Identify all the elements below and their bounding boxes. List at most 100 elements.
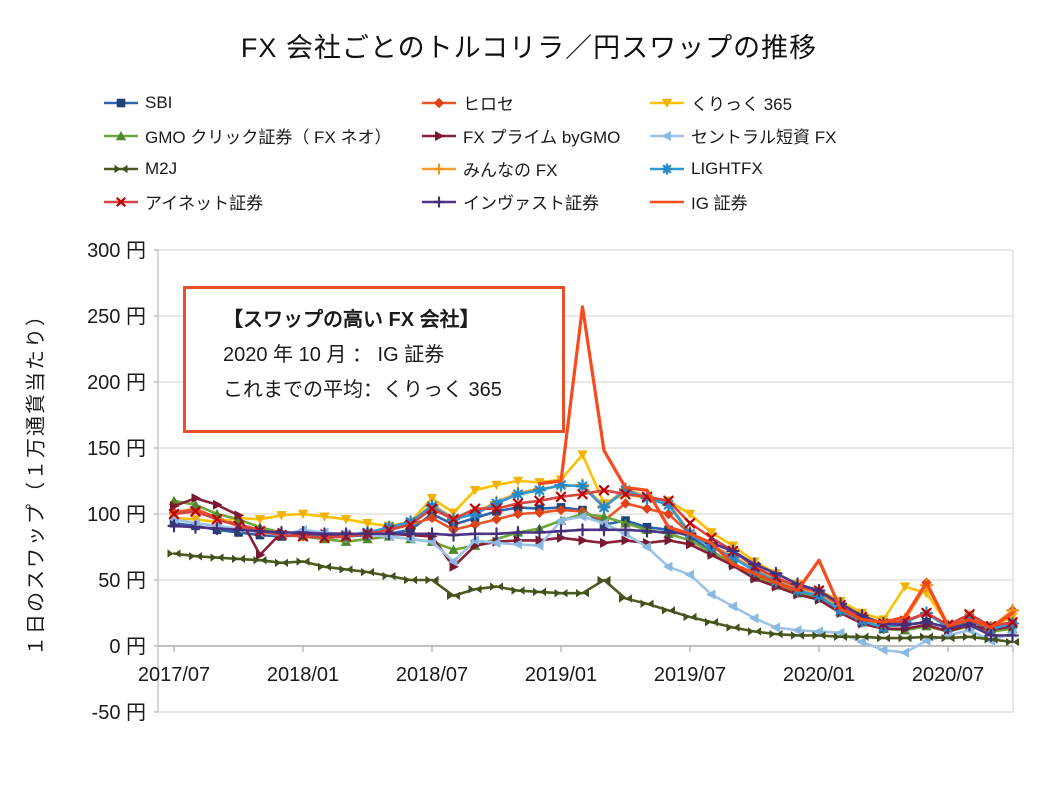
- triangle-down-marker-icon: [684, 509, 696, 519]
- y-tick-label: 300 円: [87, 240, 146, 262]
- legend-label: みんなの FX: [463, 161, 558, 180]
- x-marker-icon: [534, 495, 545, 507]
- diamond-marker-icon: [620, 498, 631, 509]
- legend-marker-x-icon: [104, 196, 138, 207]
- bowtie-marker-icon: [898, 633, 912, 643]
- bowtie-marker-icon: [275, 558, 288, 568]
- asterisk-marker-icon: [468, 507, 482, 521]
- series-sbi-line: [172, 506, 1014, 631]
- triangle-up-marker-icon: [598, 511, 610, 521]
- diamond-marker-icon: [641, 503, 653, 514]
- series-sbi: [169, 503, 1017, 634]
- series-hirose-line: [172, 502, 1014, 629]
- triangle-left-marker-icon: [856, 637, 866, 648]
- bowtie-marker-icon: [382, 571, 396, 581]
- series-invast: [167, 519, 1020, 643]
- triangle-down-marker-icon: [276, 511, 287, 521]
- x-tick-label: 2019/01: [525, 664, 597, 686]
- legend-marker-plus-icon: [422, 163, 456, 174]
- asterisk-marker-icon: [575, 479, 590, 493]
- triangle-left-marker-icon: [770, 622, 780, 633]
- legend-marker-plus-icon: [422, 196, 456, 207]
- bowtie-marker-icon: [447, 591, 460, 601]
- plus-marker-icon: [210, 521, 224, 536]
- asterisk-marker-icon: [425, 499, 439, 513]
- plus-marker-icon: [188, 520, 203, 534]
- plus-marker-icon: [1005, 628, 1020, 643]
- series-click365-line: [172, 453, 1014, 628]
- bowtie-marker-icon: [425, 575, 439, 585]
- bowtie-marker-icon: [963, 632, 976, 641]
- bowtie-marker-icon: [576, 589, 589, 598]
- annotation-line-average: これまでの平均：くりっく 365: [223, 379, 502, 401]
- plus-marker-icon: [231, 523, 246, 537]
- bowtie-marker-icon: [662, 606, 675, 615]
- legend-marker-triangle-right-icon: [422, 130, 456, 141]
- legend-item-sbi: SBI: [103, 93, 421, 113]
- x-marker-icon: [1007, 616, 1018, 628]
- plus-marker-icon: [812, 583, 826, 598]
- bowtie-marker-icon: [114, 164, 128, 173]
- triangle-right-marker-icon: [707, 549, 717, 560]
- series-minna-fx: [339, 478, 1020, 635]
- legend-marker-square-icon: [104, 98, 138, 107]
- diamond-marker-icon: [512, 508, 524, 520]
- triangle-down-marker-icon: [661, 98, 673, 108]
- plus-marker-icon: [769, 566, 783, 580]
- triangle-down-marker-icon: [340, 515, 352, 525]
- plus-marker-icon: [575, 523, 590, 537]
- bowtie-marker-icon: [941, 633, 955, 643]
- x-marker-icon: [921, 607, 932, 619]
- bowtie-marker-icon: [1006, 637, 1019, 647]
- legend-item-gmo-click: GMO クリック証券（ FX ネオ）: [103, 123, 421, 148]
- plus-marker-icon: [433, 196, 445, 207]
- bowtie-marker-icon: [167, 549, 181, 558]
- bowtie-marker-icon: [468, 585, 482, 594]
- x-marker-icon: [512, 498, 524, 509]
- plus-marker-icon: [726, 544, 740, 558]
- chart-title: FX 会社ごとのトルコリラ／円スワップの推移: [240, 33, 818, 63]
- asterisk-marker-icon: [618, 483, 633, 497]
- bowtie-marker-icon: [511, 586, 525, 595]
- x-tick-label: 2020/01: [783, 664, 855, 686]
- triangle-left-marker-icon: [727, 601, 737, 612]
- square-marker-icon: [116, 98, 126, 107]
- plus-marker-icon: [253, 524, 267, 538]
- triangle-right-marker-icon: [213, 499, 223, 510]
- bowtie-marker-icon: [404, 575, 417, 585]
- legend-label: インヴァスト証券: [463, 194, 599, 213]
- triangle-left-marker-icon: [598, 518, 608, 529]
- legend-label: IG 証券: [691, 194, 748, 213]
- triangle-down-marker-icon: [254, 515, 266, 525]
- legend-marker-triangle-down-icon: [650, 98, 684, 108]
- plus-marker-icon: [898, 618, 912, 632]
- triangle-down-marker-icon: [577, 450, 588, 460]
- asterisk-marker-icon: [661, 163, 673, 174]
- plus-marker-icon: [919, 615, 934, 629]
- asterisk-marker-icon: [554, 478, 568, 492]
- legend-item-minna-fx: みんなの FX: [421, 156, 649, 181]
- bowtie-marker-icon: [597, 575, 611, 585]
- annotation-box: 【スワップの高い FX 会社】 2020 年 10 月 ： IG 証券 これまで…: [183, 286, 565, 433]
- diamond-marker-icon: [433, 97, 445, 108]
- triangle-left-marker-icon: [491, 538, 501, 549]
- legend-item-ainet: アイネット証券: [103, 189, 421, 214]
- triangle-left-marker-icon: [661, 130, 671, 141]
- triangle-up-marker-icon: [190, 499, 201, 509]
- triangle-up-marker-icon: [620, 518, 631, 528]
- triangle-right-marker-icon: [535, 535, 545, 546]
- legend-marker-line-icon: [650, 200, 684, 203]
- legend-label: アイネット証券: [145, 194, 264, 213]
- triangle-left-marker-icon: [577, 511, 587, 522]
- triangle-left-marker-icon: [534, 540, 544, 551]
- legend-label: セントラル短資 FX: [691, 128, 837, 147]
- legend-label: ヒロセ: [463, 95, 514, 114]
- asterisk-marker-icon: [597, 500, 611, 514]
- y-tick-label: 50 円: [98, 570, 146, 592]
- bowtie-marker-icon: [533, 587, 546, 597]
- annotation-line-current-month: 2020 年 10 月 ： IG 証券: [223, 344, 445, 366]
- legend-label: GMO クリック証券（ FX ネオ）: [145, 128, 392, 147]
- bowtie-marker-icon: [619, 594, 632, 603]
- plus-marker-icon: [489, 527, 504, 541]
